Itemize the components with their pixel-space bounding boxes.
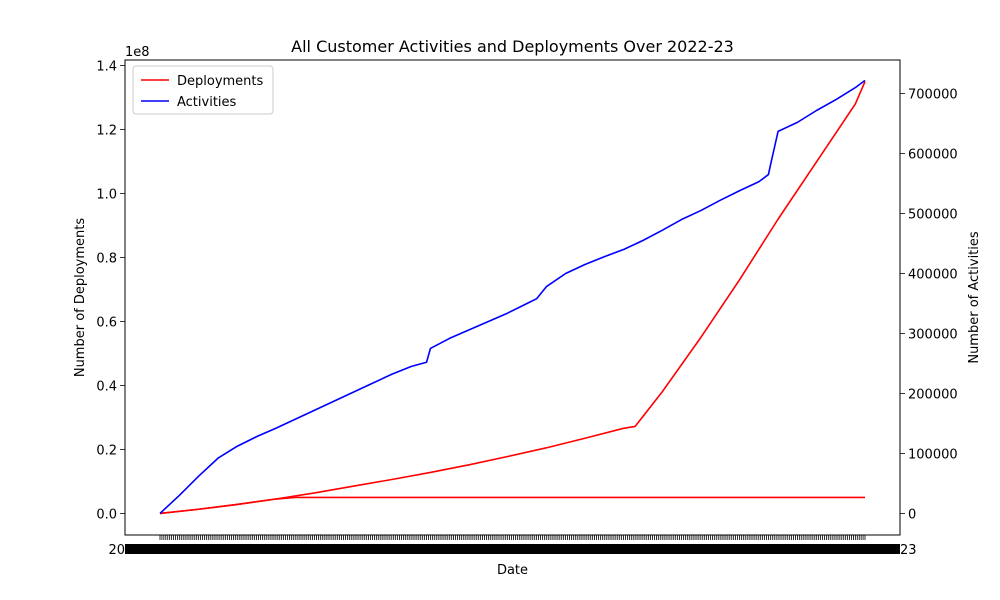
x-tick-label-start: 20 [108,543,125,558]
right-tick-label: 500000 [908,208,958,223]
x-tick-label-band [125,544,900,554]
left-tick-label: 0.8 [96,252,117,267]
left-tick-label: 1.0 [96,188,117,203]
left-tick-label: 0.6 [96,315,117,330]
plot-frame [124,59,901,536]
right-tick-label: 700000 [908,88,958,103]
series-activities-line [159,79,866,514]
series-deployments-line [159,81,866,515]
left-tick-label: 0.4 [96,379,117,394]
left-tick-label: 0.2 [96,443,117,458]
right-tick-label: 600000 [908,148,958,163]
left-tick-label: 1.2 [96,124,117,139]
left-tick-label: 0.0 [96,507,117,522]
left-y-axis-ticks: 0.0 0.2 0.4 0.6 0.8 1.0 1.2 1.4 [96,60,125,522]
right-tick-label: 400000 [908,268,958,283]
x-tick-label-end: 23 [900,543,917,558]
right-tick-label: 300000 [908,327,958,342]
series-deployments-baseline-line [159,496,865,515]
right-tick-label: 0 [908,507,916,522]
x-tick-marks [159,535,866,540]
left-y-axis-label: Number of Deployments [73,218,88,378]
right-tick-label: 100000 [908,447,958,462]
legend-label-deployments: Deployments [177,74,264,89]
series-layer [159,79,866,515]
legend-box [132,65,274,115]
legend: Deployments Activities [132,65,274,115]
legend-label-activities: Activities [177,95,237,110]
right-y-axis-ticks: 0 100000 200000 300000 400000 500000 600000 700… [900,88,958,522]
left-tick-label: 1.4 [96,60,117,75]
right-tick-label: 200000 [908,387,958,402]
left-axis-offset-text: 1e8 [125,45,150,60]
x-axis-label: Date [497,563,528,578]
right-y-axis-label: Number of Activities [967,231,982,364]
x-axis-ticks [125,535,900,554]
chart-title: All Customer Activities and Deployments … [291,37,734,56]
